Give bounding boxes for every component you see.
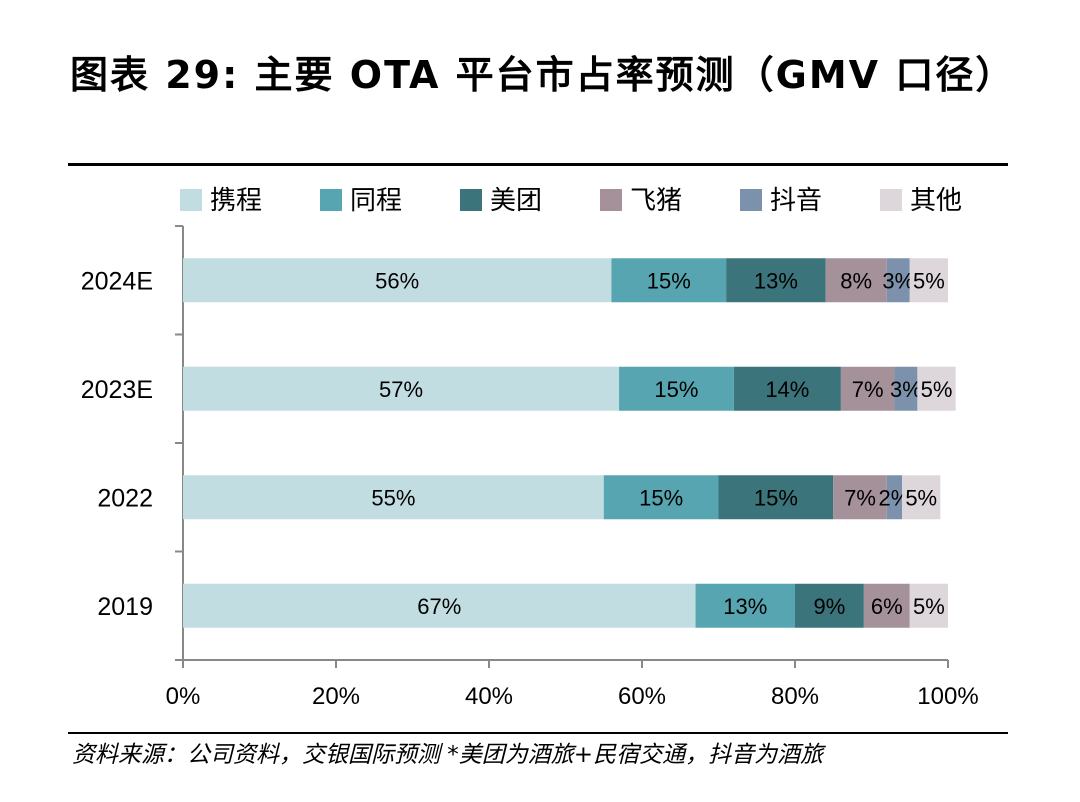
data-label: 15% <box>647 268 691 293</box>
data-label: 7% <box>852 377 884 402</box>
x-tick-label: 100% <box>917 683 978 710</box>
legend-label: 抖音 <box>770 186 822 216</box>
chart-title: 图表 29: 主要 OTA 平台市占率预测（GMV 口径） <box>70 53 1016 97</box>
category-label: 2022 <box>97 484 153 512</box>
data-label: 13% <box>723 594 767 619</box>
legend-label: 同程 <box>350 186 402 216</box>
stacked-bar-chart: 携程 同程 美团 飞猪 抖音 其他 0% 20% 40% 60% 80% 100% 2024E 56% 15… <box>81 186 979 710</box>
bar-segment <box>863 583 910 628</box>
bar-segment <box>726 258 826 303</box>
bar-segment <box>902 475 941 520</box>
category-label: 2024E <box>81 267 153 295</box>
data-label: 5% <box>913 594 945 619</box>
x-tick-label: 80% <box>771 683 819 710</box>
legend-swatch <box>180 189 202 211</box>
data-label: 3% <box>890 377 922 402</box>
legend-swatch <box>460 189 482 211</box>
data-label: 15% <box>654 377 698 402</box>
bar-segment <box>840 366 895 411</box>
bar-segment <box>917 366 956 411</box>
data-label: 5% <box>913 268 945 293</box>
bar-segment <box>795 583 864 628</box>
bar-segment <box>909 583 948 628</box>
data-label: 56% <box>375 268 419 293</box>
top-rule <box>68 163 1008 166</box>
data-label: 5% <box>905 485 937 510</box>
x-tick-label: 40% <box>465 683 513 710</box>
legend-swatch <box>880 189 902 211</box>
data-label: 6% <box>871 594 903 619</box>
bar-segment <box>619 366 734 411</box>
bottom-rule <box>68 732 1008 734</box>
data-label: 55% <box>371 485 415 510</box>
legend-swatch <box>740 189 762 211</box>
bar-segment <box>183 475 604 520</box>
legend-label: 飞猪 <box>630 186 682 216</box>
legend-label: 其他 <box>910 186 962 216</box>
bar-segment <box>894 366 918 411</box>
bar-segment <box>886 475 903 520</box>
bar-segment <box>886 258 910 303</box>
bar-segment <box>603 475 719 520</box>
legend-swatch <box>600 189 622 211</box>
data-label: 67% <box>417 594 461 619</box>
data-label: 15% <box>639 485 683 510</box>
category-label: 2019 <box>97 593 153 621</box>
data-label: 9% <box>814 594 846 619</box>
data-label: 13% <box>754 268 798 293</box>
legend-label: 美团 <box>490 186 542 216</box>
source-note: 资料来源：公司资料，交银国际预测 *美团为酒旅+民宿交通，抖音为酒旅 <box>72 742 824 768</box>
x-tick-label: 60% <box>618 683 666 710</box>
legend-label: 携程 <box>210 186 262 216</box>
bar-segment <box>695 583 795 628</box>
category-label: 2023E <box>81 376 153 404</box>
bar-segment <box>833 475 887 520</box>
data-label: 3% <box>882 268 914 293</box>
data-label: 15% <box>754 485 798 510</box>
x-tick-label: 0% <box>166 683 201 710</box>
bar-segment <box>183 583 696 628</box>
data-label: 14% <box>765 377 809 402</box>
data-label: 7% <box>844 485 876 510</box>
data-label: 5% <box>921 377 953 402</box>
bar-segment <box>183 366 620 411</box>
bar-segment <box>733 366 841 411</box>
bar-segment <box>611 258 727 303</box>
data-label: 8% <box>840 268 872 293</box>
bar-segment <box>909 258 948 303</box>
bar-segment <box>718 475 834 520</box>
legend-swatch <box>320 189 342 211</box>
bar-segment <box>183 258 612 303</box>
bar-segment <box>825 258 887 303</box>
data-label: 57% <box>379 377 423 402</box>
x-tick-label: 20% <box>312 683 360 710</box>
